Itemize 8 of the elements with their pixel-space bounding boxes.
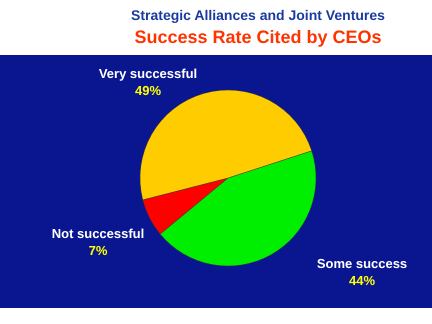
slice-label: Not successful [52, 226, 144, 241]
data-label: 49% [134, 83, 162, 98]
data-label: 44% [348, 273, 376, 288]
data-label: 7% [88, 243, 108, 258]
slice-label: Very successful [98, 66, 198, 81]
chart-subtitle: Success Rate Cited by CEOs [134, 27, 382, 47]
chart-title: Strategic Alliances and Joint Ventures [131, 7, 386, 23]
slice-label: Some success [316, 256, 408, 271]
